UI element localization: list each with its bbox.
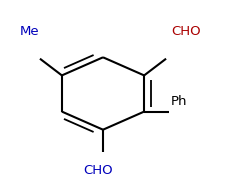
Text: Me: Me [20, 25, 40, 38]
Text: CHO: CHO [83, 164, 113, 177]
Text: Ph: Ph [171, 95, 188, 108]
Text: CHO: CHO [171, 25, 201, 38]
